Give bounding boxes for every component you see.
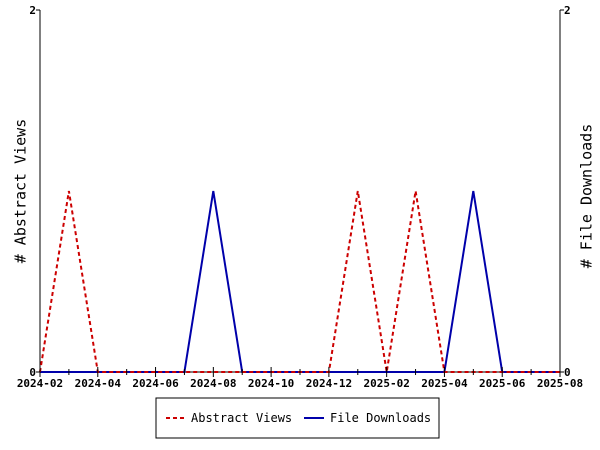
legend-label-file-downloads: File Downloads — [330, 411, 431, 425]
y-right-axis-title: # File Downloads — [578, 124, 596, 269]
x-tick-label: 2025-08 — [537, 377, 583, 390]
x-tick-label: 2024-08 — [190, 377, 236, 390]
series-line-abstract-views — [39, 190, 560, 373]
series-line-file-downloads — [40, 190, 560, 373]
x-tick-label: 2025-06 — [479, 377, 526, 390]
x-tick-label: 2024-04 — [75, 377, 122, 390]
x-tick-label: 2025-02 — [363, 377, 409, 390]
series-layer — [39, 190, 560, 373]
x-tick-label: 2025-04 — [421, 377, 468, 390]
y-right-tick-label: 0 — [564, 366, 571, 379]
x-tick-label: 2024-02 — [17, 377, 63, 390]
x-tick-label: 2024-12 — [306, 377, 352, 390]
x-axis-ticks: 2024-02 2024-04 2024-06 2024-08 2024-10 2024-… — [17, 367, 583, 390]
y-left-tick-label: 2 — [29, 4, 36, 17]
legend-label-abstract-views: Abstract Views — [191, 411, 292, 425]
x-tick-label: 2024-10 — [248, 377, 294, 390]
legend-box — [155, 397, 440, 439]
y-left-axis-title: # Abstract Views — [12, 119, 30, 264]
y-left-tick-label: 0 — [29, 366, 36, 379]
legend: Abstract Views File Downloads — [155, 397, 440, 439]
x-tick-label: 2024-06 — [132, 377, 179, 390]
axes — [39, 10, 561, 373]
y-right-tick-label: 2 — [564, 4, 571, 17]
y-axis-ticks: 0 2 0 2 — [29, 4, 570, 379]
